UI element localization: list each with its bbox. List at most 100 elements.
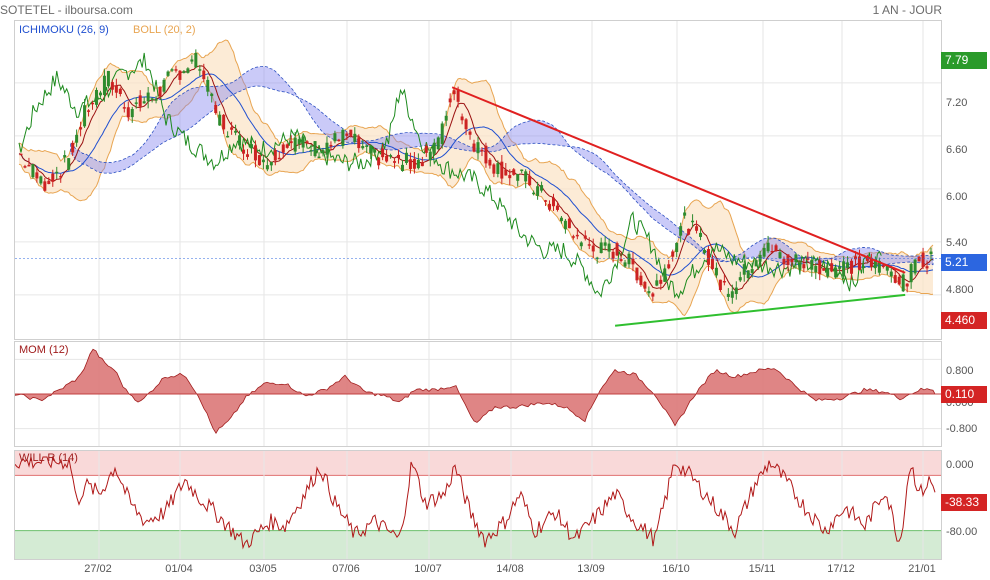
tenkan-line [18,65,934,292]
candle-body [762,247,766,257]
candle-body [226,135,230,138]
candle-body [98,92,102,96]
x-tick-label: 07/06 [332,563,360,575]
candle-body [667,264,671,269]
candle-body [293,137,297,152]
candle-body [297,139,301,145]
candle-body [850,260,854,274]
candle-body [639,275,643,285]
candle-body [480,149,484,152]
kijun-line [18,73,934,278]
candle-body [440,123,444,145]
candle-body [687,228,691,235]
candle-body [146,92,150,102]
candle-body [599,242,603,254]
candle-body [91,102,95,105]
candle-body [476,142,480,154]
candle-body [659,279,663,284]
candle-body [738,277,742,281]
period-label: 1 AN - JOUR [872,3,942,17]
candle-body [246,154,249,157]
candle-body [754,260,758,267]
candle-body [595,257,599,260]
candle-body [655,280,659,286]
candle-body [679,226,683,236]
candle-body [464,119,468,130]
candle-body [377,157,381,166]
candle-body [51,173,55,182]
candle-body [722,280,726,283]
legend-willr: WILL R (14) [19,452,78,464]
candle-body [571,236,575,238]
last-price-tag: 5.21 [941,254,987,271]
candle-body [885,265,889,271]
candle-body [79,127,83,130]
candle-body [118,88,122,94]
candle-body [301,136,305,148]
candle-body [496,163,500,174]
candle-body [361,146,365,149]
candle-body [416,159,420,169]
candle-body [138,95,142,107]
x-tick-label: 13/09 [577,563,605,575]
candle-body [19,153,23,156]
candle-body [842,261,846,277]
x-tick-label: 16/10 [662,563,690,575]
momentum-pane [14,341,942,447]
candle-body [905,283,909,287]
candle-body [214,104,218,114]
candle-body [567,218,571,229]
candle-body [897,276,901,285]
candle-body [31,164,35,178]
candle-body [341,129,345,146]
candle-body [166,71,170,76]
candle-body [540,185,544,191]
candle-body [265,165,269,170]
candle-body [857,256,861,270]
support-trendline [614,293,906,327]
legend-mom: MOM (12) [19,344,69,356]
candle-body [23,166,27,168]
x-tick-label: 15/11 [748,563,776,575]
candle-body [814,265,818,273]
candle-body [55,171,59,174]
candle-body [281,144,285,153]
candle-body [917,256,921,262]
candle-body [400,164,404,172]
candle-body [329,144,333,147]
candle-body [647,291,651,294]
candle-body [691,220,695,223]
candle-body [834,268,838,278]
candle-body [289,141,293,144]
candle-body [162,79,166,92]
candle-body [142,101,146,104]
candle-body [913,259,917,274]
candle-body [818,260,822,275]
candle-body [587,244,591,246]
candle-body [901,274,905,292]
candle-body [730,291,734,298]
y-tick: 4.800 [946,284,974,296]
candle-body [444,115,448,121]
candle-body [889,271,893,277]
y-tick: 5.40 [946,237,968,249]
candle-body [718,279,722,290]
candle-body [357,137,361,149]
candle-body [404,152,408,163]
candle-body [230,127,234,130]
candle-body [563,220,567,230]
candle-body [615,243,619,256]
candle-body [508,175,512,179]
candle-body [242,149,246,154]
candle-body [627,253,631,265]
candle-body [770,251,774,253]
candle-body [758,254,762,262]
williams-chart [14,451,941,559]
candle-body [59,175,63,178]
candle-body [365,145,369,147]
candle-body [27,164,31,167]
x-tick-label: 10/07 [414,563,442,575]
candle-body [520,169,524,172]
resistance-trendline [451,86,906,274]
candle-body [337,139,341,142]
